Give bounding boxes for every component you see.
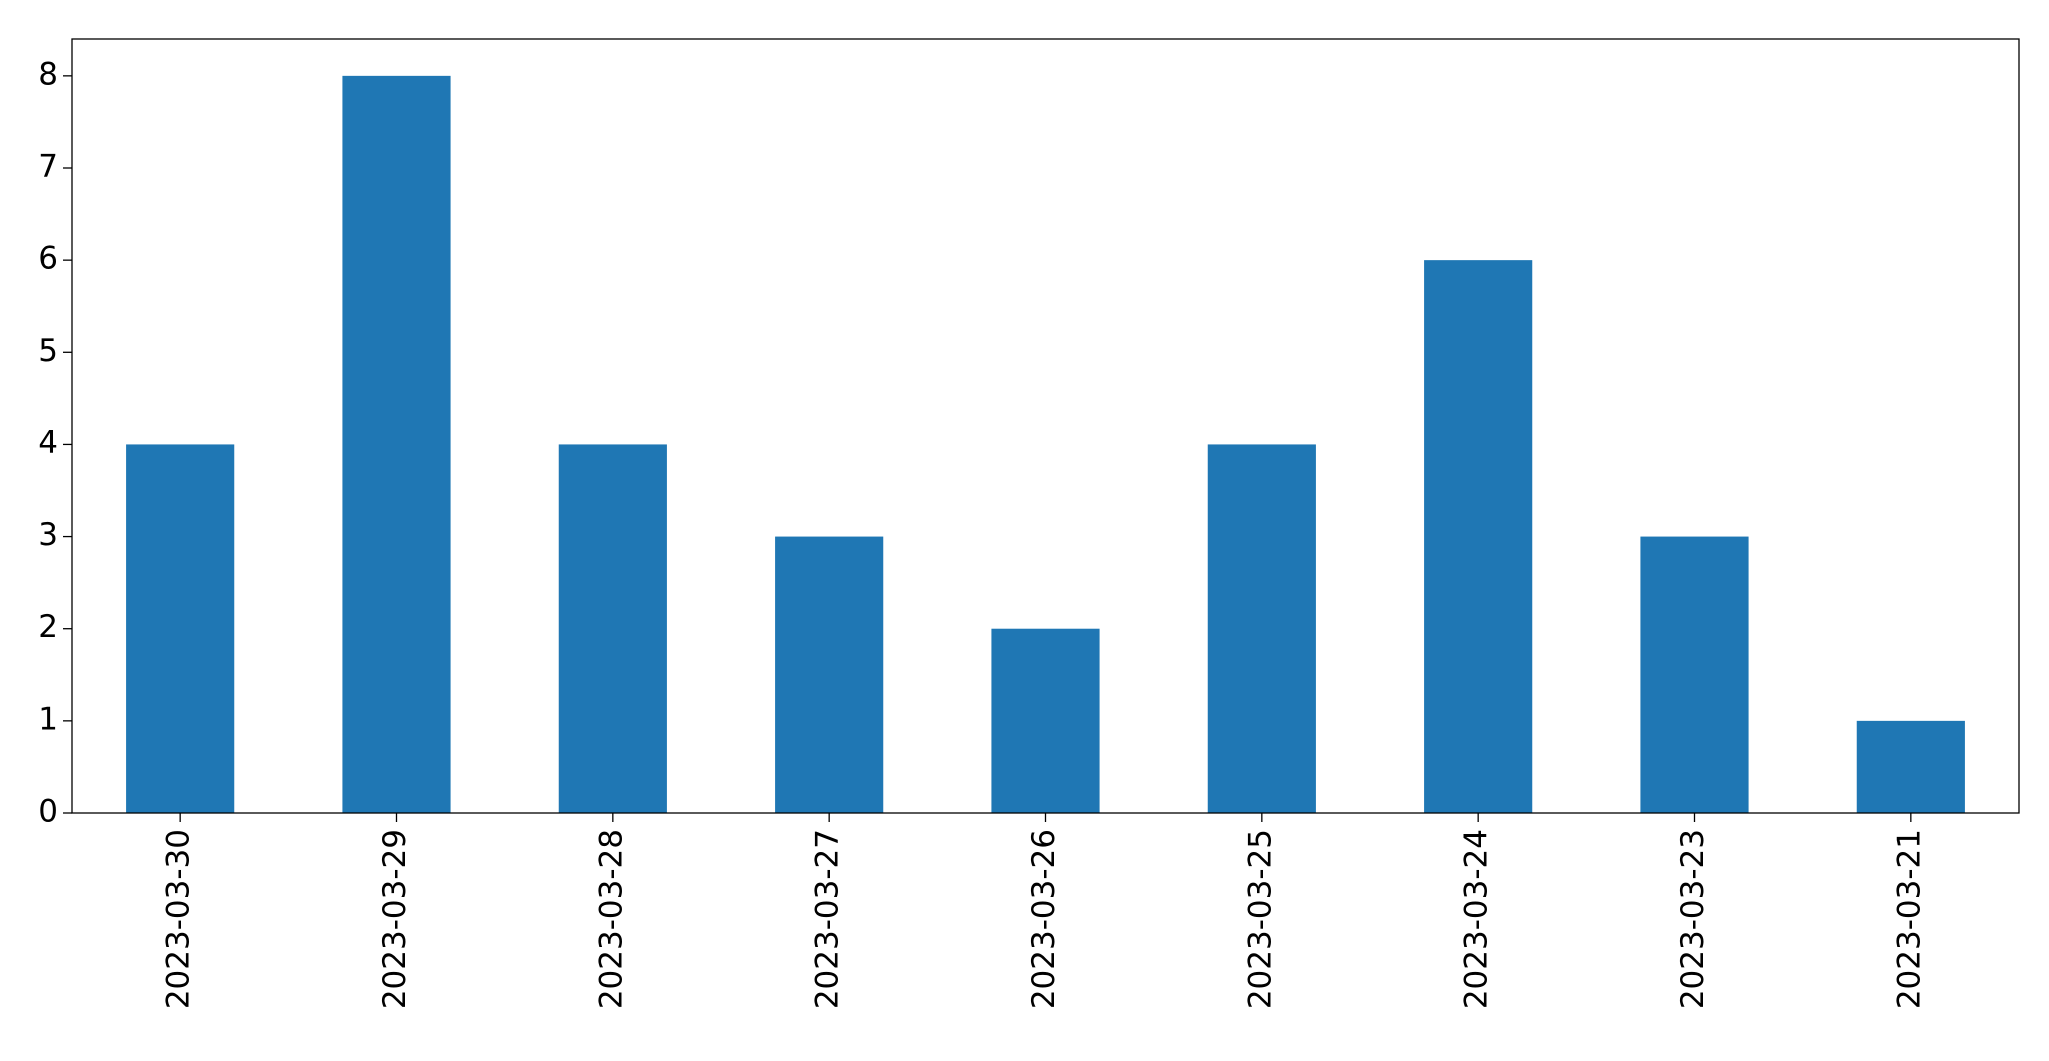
x-tick-label: 2023-03-21	[1891, 829, 1927, 1009]
x-tick-label: 2023-03-23	[1675, 829, 1711, 1009]
bar	[1640, 536, 1749, 813]
y-tick-label: 0	[38, 794, 58, 830]
x-tick-label: 2023-03-24	[1459, 829, 1495, 1009]
bar	[558, 444, 667, 813]
y-tick-label: 4	[38, 425, 58, 461]
bar	[775, 536, 884, 813]
y-tick-label: 6	[38, 241, 58, 277]
x-tick-label: 2023-03-30	[161, 829, 197, 1009]
x-tick-label: 2023-03-28	[593, 829, 629, 1009]
bar	[342, 75, 451, 814]
y-tick-label: 5	[38, 333, 58, 369]
bar	[1856, 720, 1965, 813]
y-tick-label: 2	[38, 609, 58, 645]
y-tick-label: 8	[38, 56, 58, 92]
bar	[126, 444, 235, 813]
plot-frame	[71, 38, 2020, 814]
y-tick-label: 1	[38, 701, 58, 737]
bar	[991, 628, 1100, 813]
x-tick-label: 2023-03-27	[810, 829, 846, 1009]
x-tick-label: 2023-03-29	[377, 829, 413, 1009]
y-tick-label: 3	[38, 517, 58, 553]
y-tick-label: 7	[38, 149, 58, 185]
x-tick-label: 2023-03-26	[1026, 829, 1062, 1009]
x-tick-label: 2023-03-25	[1242, 829, 1278, 1009]
bar	[1424, 260, 1533, 814]
bar	[1207, 444, 1316, 813]
